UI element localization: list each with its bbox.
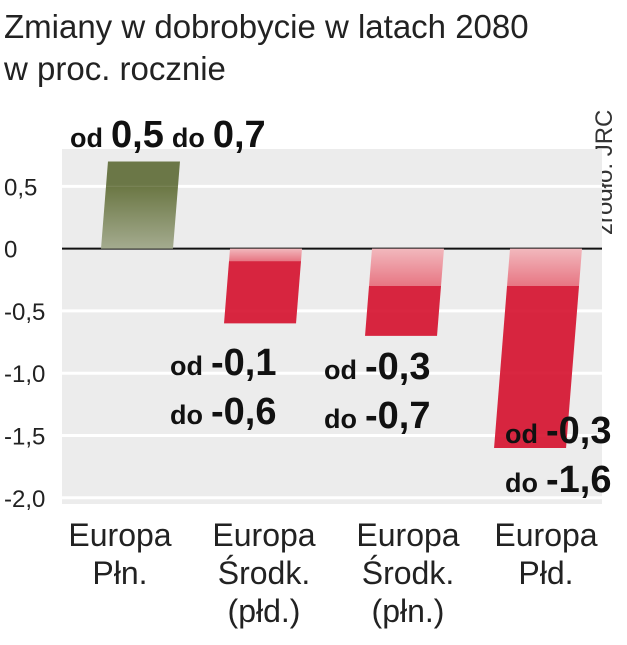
x-tick-label: Europa <box>212 517 315 553</box>
data-label: od -0,3 <box>505 410 611 452</box>
value-label: -0,6 <box>211 391 276 433</box>
value-label: -1,6 <box>546 459 611 501</box>
y-tick-label: -0,5 <box>4 299 45 326</box>
chart-subtitle: w proc. rocznie <box>3 50 226 87</box>
x-tick-label: Środk. <box>362 555 454 591</box>
y-tick-label: -1,5 <box>4 423 45 450</box>
range-word: od <box>70 123 103 153</box>
data-label: od -0,1 <box>170 342 276 384</box>
bar-low-part <box>507 248 582 287</box>
chart-title: Zmiany w dobrobycie w latach 2080 <box>4 8 529 45</box>
range-word: do <box>170 400 203 430</box>
x-tick-label: (płn.) <box>372 593 445 629</box>
data-label: do -0,6 <box>170 391 276 433</box>
value-label: -0,3 <box>546 410 611 452</box>
bar-low-part <box>101 186 178 249</box>
bar-range-part <box>365 286 442 336</box>
x-tick-label: Środk. <box>218 555 310 591</box>
value-label: 0,5 <box>111 114 164 156</box>
bar-range-part <box>494 286 580 448</box>
range-word: od <box>324 355 357 385</box>
x-tick-label: Europa <box>68 517 171 553</box>
data-label: do -0,7 <box>324 395 430 437</box>
range-word: do <box>505 468 538 498</box>
value-label: 0,7 <box>213 114 266 156</box>
x-tick-label: Płd. <box>518 555 573 591</box>
range-word: od <box>170 351 203 381</box>
range-word: do <box>324 404 357 434</box>
bar-range-part <box>224 261 302 324</box>
data-label: od -0,3 <box>324 346 430 388</box>
data-label: do -1,6 <box>505 459 611 501</box>
range-word: do <box>172 123 205 153</box>
value-label: -0,3 <box>365 346 430 388</box>
bar-low-part <box>369 248 444 287</box>
range-word: od <box>505 419 538 449</box>
value-label: -0,1 <box>211 342 276 384</box>
y-tick-label: -2,0 <box>4 486 45 513</box>
bar-range-part <box>105 161 180 187</box>
y-tick-label: 0 <box>4 237 17 264</box>
value-label: -0,7 <box>365 395 430 437</box>
data-label: od 0,5 do 0,7 <box>70 114 266 156</box>
x-tick-label: Europa <box>494 517 597 553</box>
x-tick-label: Europa <box>356 517 459 553</box>
bar-low-part <box>229 248 302 262</box>
y-tick-label: 0,5 <box>4 174 37 201</box>
y-tick-label: -1,0 <box>4 361 45 388</box>
x-tick-label: (płd.) <box>228 593 301 629</box>
x-tick-label: Płn. <box>92 555 147 591</box>
